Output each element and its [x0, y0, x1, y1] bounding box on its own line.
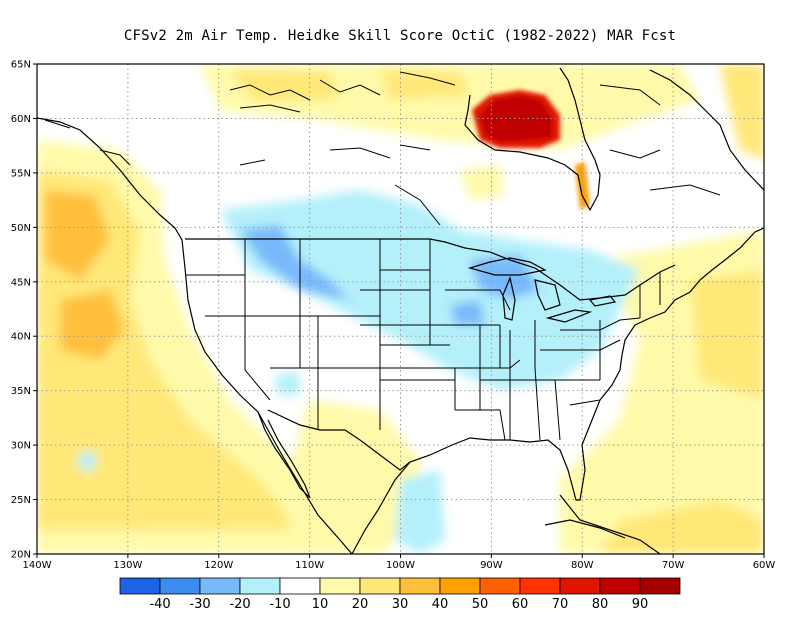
lat-tick-label: 45N — [11, 277, 31, 288]
coastlines-and-borders — [37, 67, 764, 554]
longitude-ticks: 140W 130W 120W 110W 100W 90W 80W 70W 60W — [23, 554, 776, 571]
lake-ontario — [588, 295, 617, 307]
state-boundaries — [185, 239, 661, 441]
pacific-coastline — [37, 117, 353, 554]
colorbar-swatch — [199, 577, 241, 595]
colorbar-swatch — [519, 577, 561, 595]
lon-tick-label: 60W — [753, 560, 776, 571]
lon-tick-label: 130W — [113, 560, 142, 571]
lat-tick-label: 40N — [11, 332, 31, 343]
map-title: CFSv2 2m Air Temp. Heidke Skill Score Oc… — [123, 28, 677, 44]
lon-tick-label: 120W — [204, 560, 233, 571]
colorbar-swatch — [359, 577, 401, 595]
lat-tick-label: 30N — [11, 441, 31, 452]
colorbar-swatch — [239, 577, 281, 595]
colorbar-swatch — [279, 577, 321, 595]
latitude-ticks: 65N 60N 55N 50N 45N 40N 35N 30N 25N 20N — [11, 60, 37, 561]
lat-tick-label: 25N — [11, 495, 31, 506]
colorbar-label: -40 — [149, 597, 170, 612]
atlantic-coastline — [599, 227, 764, 401]
lon-tick-label: 110W — [295, 560, 324, 571]
colorbar-label: -30 — [189, 597, 210, 612]
colorbar-label: -10 — [269, 597, 290, 612]
colorbar-swatch — [119, 577, 161, 595]
lat-tick-label: 55N — [11, 168, 31, 179]
lon-tick-label: 100W — [386, 560, 415, 571]
gulf-coastline — [351, 399, 601, 554]
hudson-bay-coastline — [464, 67, 601, 212]
lat-tick-label: 60N — [11, 114, 31, 125]
lat-tick-label: 20N — [11, 550, 31, 561]
colorbar-label: 70 — [552, 597, 569, 612]
lat-tick-label: 50N — [11, 223, 31, 234]
lat-tick-label: 35N — [11, 386, 31, 397]
colorbar-label: 50 — [472, 597, 489, 612]
colorbar-label: 80 — [592, 597, 609, 612]
colorbar-label: 90 — [632, 597, 649, 612]
colorbar-swatch — [439, 577, 481, 595]
colorbar-swatch — [639, 577, 681, 595]
lon-tick-label: 70W — [662, 560, 685, 571]
colorbar-swatch — [159, 577, 201, 595]
colorbar-swatch — [599, 577, 641, 595]
pacific-skill-30-region — [37, 170, 300, 530]
colorbar: -40 -30 -20 -10 10 20 30 40 50 60 70 80 90 — [119, 577, 681, 612]
canada-us-border — [185, 238, 676, 301]
colorbar-swatch — [479, 577, 521, 595]
lake-superior — [467, 257, 547, 276]
lake-michigan — [502, 276, 516, 321]
colorbar-label: 40 — [432, 597, 449, 612]
colorbar-label: 60 — [512, 597, 529, 612]
colorbar-label: 20 — [352, 597, 369, 612]
canadian-islands-and-lakes — [44, 71, 721, 226]
colorbar-label: 10 — [312, 597, 329, 612]
lon-tick-label: 140W — [23, 560, 52, 571]
us-mexico-border — [267, 409, 411, 471]
lake-huron — [534, 279, 561, 311]
colorbar-swatch — [559, 577, 601, 595]
colorbar-label: -20 — [229, 597, 250, 612]
graticule — [37, 64, 764, 554]
colorbar-label: 30 — [392, 597, 409, 612]
lat-tick-label: 65N — [11, 60, 31, 71]
cuba — [544, 519, 626, 539]
colorbar-swatch — [399, 577, 441, 595]
baja-california — [257, 411, 311, 499]
lon-tick-label: 90W — [480, 560, 503, 571]
lon-tick-label: 80W — [571, 560, 594, 571]
colorbar-swatch — [319, 577, 361, 595]
lake-erie — [545, 309, 593, 323]
